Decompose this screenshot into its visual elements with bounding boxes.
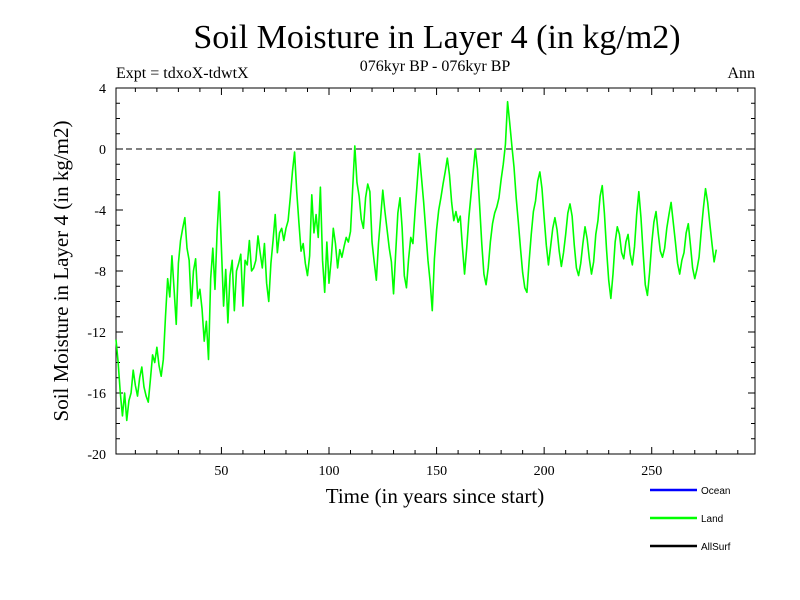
x-tick-label: 250 [641,464,662,479]
y-tick-label: -16 [87,387,106,402]
y-tick-label: -12 [87,326,106,341]
legend-label-ocean: Ocean [701,486,730,497]
period-label: 076kyr BP - 076kyr BP [360,58,511,75]
x-axis-label: Time (in years since start) [326,484,545,508]
experiment-label: Expt = tdxoX-tdwtX [116,65,249,82]
x-tick-label: 100 [319,464,340,479]
legend-label-allsurf: AllSurf [701,542,731,553]
y-tick-label: 0 [99,143,106,158]
y-tick-label: -8 [94,265,106,280]
y-tick-label: 4 [99,82,106,97]
x-axis: 50 100 150 200 250 [134,88,739,479]
y-tick-label: -20 [87,448,106,463]
legend: Ocean Land AllSurf [650,486,731,553]
x-tick-label: 50 [214,464,228,479]
season-label: Ann [727,65,755,82]
y-axis-label: Soil Moisture in Layer 4 (in kg/m2) [49,121,73,422]
legend-label-land: Land [701,514,723,525]
x-tick-label: 150 [426,464,447,479]
land-series-line [115,100,718,422]
x-tick-label: 200 [534,464,555,479]
y-tick-label: -4 [94,204,106,219]
y-axis: -20 -16 -12 -8 -4 0 4 [87,82,755,463]
chart-title: Soil Moisture in Layer 4 (in kg/m2) [193,19,680,56]
